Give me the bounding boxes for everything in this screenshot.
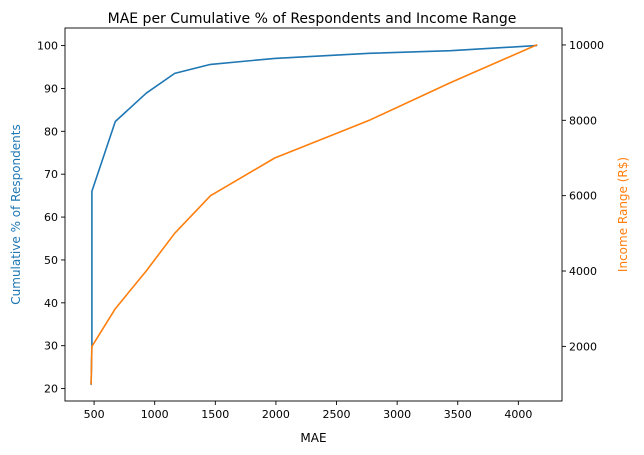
right-y-tick-label: 6000 — [569, 190, 597, 203]
left-y-tick-label: 60 — [44, 211, 58, 224]
x-tick-label: 500 — [84, 408, 105, 421]
x-axis-ticks: 500 1000 1500 2000 2500 3000 3500 4000 — [84, 401, 532, 421]
x-axis-label: MAE — [300, 431, 326, 445]
left-y-tick-label: 50 — [44, 254, 58, 267]
left-y-tick-label: 80 — [44, 125, 58, 138]
x-tick-label: 1500 — [201, 408, 229, 421]
cumulative-respondents-line — [90, 44, 538, 386]
x-tick-label: 2500 — [323, 408, 351, 421]
left-y-tick-label: 20 — [44, 383, 58, 396]
left-y-axis-label: Cumulative % of Respondents — [9, 124, 23, 304]
series-layer — [90, 44, 538, 386]
right-y-tick-label: 8000 — [569, 114, 597, 127]
x-tick-label: 3500 — [444, 408, 472, 421]
left-y-tick-label: 70 — [44, 168, 58, 181]
left-y-tick-label: 30 — [44, 340, 58, 353]
plot-frame — [64, 27, 563, 402]
right-y-axis-ticks: 2000 4000 6000 8000 10000 — [562, 39, 604, 353]
x-tick-label: 3000 — [383, 408, 411, 421]
x-tick-label: 4000 — [504, 408, 532, 421]
right-y-tick-label: 4000 — [569, 265, 597, 278]
chart-title: MAE per Cumulative % of Respondents and … — [108, 11, 517, 27]
income-range-line — [90, 44, 538, 385]
right-y-tick-label: 10000 — [569, 39, 604, 52]
left-y-tick-label: 90 — [44, 82, 58, 95]
left-y-axis-ticks: 20 30 40 50 60 70 80 90 100 — [37, 40, 65, 396]
right-y-axis-label: Income Range (R$) — [616, 157, 630, 272]
x-tick-label: 2000 — [262, 408, 290, 421]
x-tick-label: 1000 — [141, 408, 169, 421]
left-y-tick-label: 40 — [44, 297, 58, 310]
left-y-tick-label: 100 — [37, 40, 58, 53]
right-y-tick-label: 2000 — [569, 340, 597, 353]
